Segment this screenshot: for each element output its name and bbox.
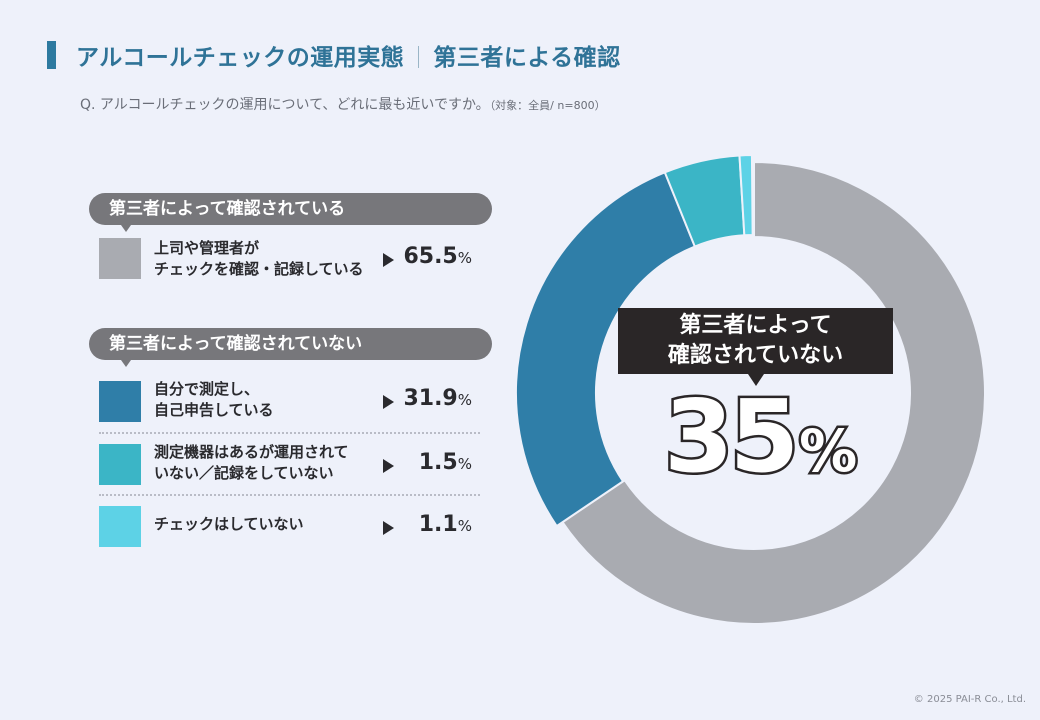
- donut-slice-light-teal: [738, 154, 754, 237]
- legend-value: 65.5%: [403, 244, 472, 269]
- legend-label-line2: チェックを確認・記録している: [154, 260, 364, 278]
- title-sub: 第三者による確認: [433, 45, 621, 71]
- legend-item: 自分で測定し、 自己申告している 31.9%: [99, 379, 472, 423]
- legend-item: チェックはしていない 1.1%: [99, 506, 472, 548]
- page-title: アルコールチェックの運用実態 第三者による確認: [76, 38, 621, 72]
- triangle-right-icon: [383, 395, 394, 409]
- title-separator: [418, 46, 420, 68]
- triangle-right-icon: [383, 459, 394, 473]
- legend-label: 上司や管理者が チェックを確認・記録している: [154, 238, 364, 280]
- legend-label-line1: 上司や管理者が: [154, 239, 260, 257]
- center-percentage: 35%: [661, 376, 859, 498]
- legend-value: 1.5%: [418, 450, 472, 475]
- triangle-right-icon: [383, 253, 394, 267]
- survey-question: Q. アルコールチェックの運用について、どれに最も近いですか。（対象：全員/ n…: [80, 94, 606, 114]
- legend-label: チェックはしていない: [154, 514, 304, 535]
- callout-line1: 第三者によって: [679, 313, 832, 338]
- question-text: Q. アルコールチェックの運用について、どれに最も近いですか。: [80, 97, 490, 113]
- legend-label-line1: チェックはしていない: [154, 515, 304, 533]
- legend-label-line1: 測定機器はあるが運用されて: [154, 443, 349, 461]
- donut-slice-gray: [561, 160, 986, 625]
- center-callout: 第三者によって 確認されていない: [618, 308, 893, 386]
- question-meta: （対象：全員/ n=800）: [489, 99, 606, 112]
- callout-line2: 確認されていない: [667, 343, 844, 368]
- copyright: © 2025 PAI-R Co., Ltd.: [913, 694, 1026, 705]
- donut-slice-blue: [515, 171, 697, 528]
- legend-swatch-light-teal: [99, 506, 141, 547]
- dotted-divider: [99, 432, 480, 434]
- title-accent-bar: [47, 41, 56, 69]
- group-label-confirmed: 第三者によって確認されている: [89, 193, 492, 232]
- title-main: アルコールチェックの運用実態: [76, 45, 405, 71]
- legend-item: 測定機器はあるが運用されて いない／記録をしていない 1.5%: [99, 442, 472, 486]
- legend-swatch-gray: [99, 238, 141, 279]
- legend-swatch-teal: [99, 444, 141, 485]
- dotted-divider: [99, 494, 480, 496]
- legend-label-line2: いない／記録をしていない: [154, 464, 334, 482]
- legend-label-line1: 自分で測定し、: [154, 380, 260, 398]
- legend-label: 自分で測定し、 自己申告している: [154, 379, 274, 421]
- triangle-right-icon: [383, 521, 394, 535]
- legend-value: 31.9%: [403, 386, 472, 411]
- legend-value: 1.1%: [418, 512, 472, 537]
- legend-item: 上司や管理者が チェックを確認・記録している 65.5%: [99, 238, 472, 280]
- group-label-not-confirmed: 第三者によって確認されていない: [89, 328, 492, 367]
- legend-label-line2: 自己申告している: [154, 401, 274, 419]
- legend-swatch-blue: [99, 381, 141, 422]
- legend-label: 測定機器はあるが運用されて いない／記録をしていない: [154, 442, 349, 484]
